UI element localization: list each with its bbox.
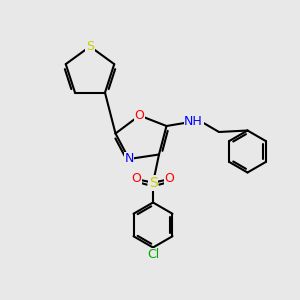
Text: S: S bbox=[86, 40, 94, 53]
Text: O: O bbox=[135, 109, 144, 122]
Text: O: O bbox=[132, 172, 141, 185]
Text: N: N bbox=[124, 152, 134, 166]
Text: NH: NH bbox=[184, 115, 203, 128]
Text: Cl: Cl bbox=[147, 248, 159, 262]
Text: S: S bbox=[148, 176, 158, 190]
Text: O: O bbox=[165, 172, 174, 185]
